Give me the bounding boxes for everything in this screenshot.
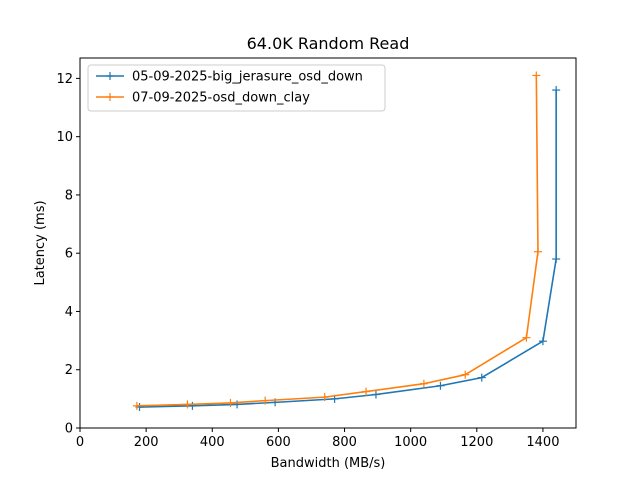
series-2	[132, 71, 542, 410]
plot-frame	[79, 57, 577, 429]
data-point-marker	[552, 255, 561, 264]
legend: 05-09-2025-big_jerasure_osd_down 07-09-20…	[87, 64, 386, 112]
legend-item: 07-09-2025-osd_down_clay	[96, 91, 310, 106]
x-tick-label: 400	[200, 435, 225, 450]
legend-label: 05-09-2025-big_jerasure_osd_down	[132, 70, 363, 85]
data-point-marker	[538, 337, 547, 346]
y-tick-label: 0	[65, 422, 73, 437]
data-point-marker	[226, 398, 235, 407]
data-point-marker	[362, 387, 371, 396]
x-tick-label: 1200	[460, 435, 493, 450]
y-tick-label: 2	[65, 363, 73, 378]
x-tick-label: 1400	[526, 435, 559, 450]
data-point-marker	[533, 247, 542, 256]
chart-title: 64.0K Random Read	[247, 34, 410, 53]
y-axis: 0 2 4 6 8 10 12	[56, 72, 80, 437]
data-point-marker	[261, 396, 270, 405]
legend-item: 05-09-2025-big_jerasure_osd_down	[96, 70, 363, 85]
y-tick-label: 10	[56, 130, 73, 145]
x-axis-title: Bandwidth (MB/s)	[271, 456, 386, 471]
y-axis-title: Latency (ms)	[33, 200, 48, 285]
x-axis: 0 200 400 600 800 1000 1200 1400	[76, 428, 559, 450]
data-point-marker	[532, 71, 541, 80]
y-tick-label: 4	[65, 305, 73, 320]
data-point-marker	[461, 370, 470, 379]
data-point-marker	[419, 379, 428, 388]
data-point-marker	[436, 381, 445, 390]
x-tick-label: 200	[134, 435, 159, 450]
x-tick-label: 800	[332, 435, 357, 450]
data-point-marker	[183, 400, 192, 409]
plot-area	[132, 71, 561, 412]
data-point-marker	[477, 373, 486, 382]
data-point-marker	[552, 86, 561, 95]
legend-marker	[106, 93, 114, 101]
x-tick-label: 1000	[394, 435, 427, 450]
data-point-marker	[371, 390, 380, 399]
y-tick-label: 12	[56, 72, 73, 87]
x-tick-label: 0	[76, 435, 84, 450]
data-point-marker	[132, 401, 141, 410]
y-tick-label: 6	[65, 247, 73, 262]
x-tick-label: 600	[266, 435, 291, 450]
legend-label: 07-09-2025-osd_down_clay	[132, 91, 310, 106]
legend-marker	[106, 72, 114, 80]
y-tick-label: 8	[65, 188, 73, 203]
legend-box	[87, 64, 386, 112]
data-point-marker	[320, 393, 329, 402]
data-point-marker	[188, 401, 197, 410]
data-point-marker	[522, 333, 531, 342]
